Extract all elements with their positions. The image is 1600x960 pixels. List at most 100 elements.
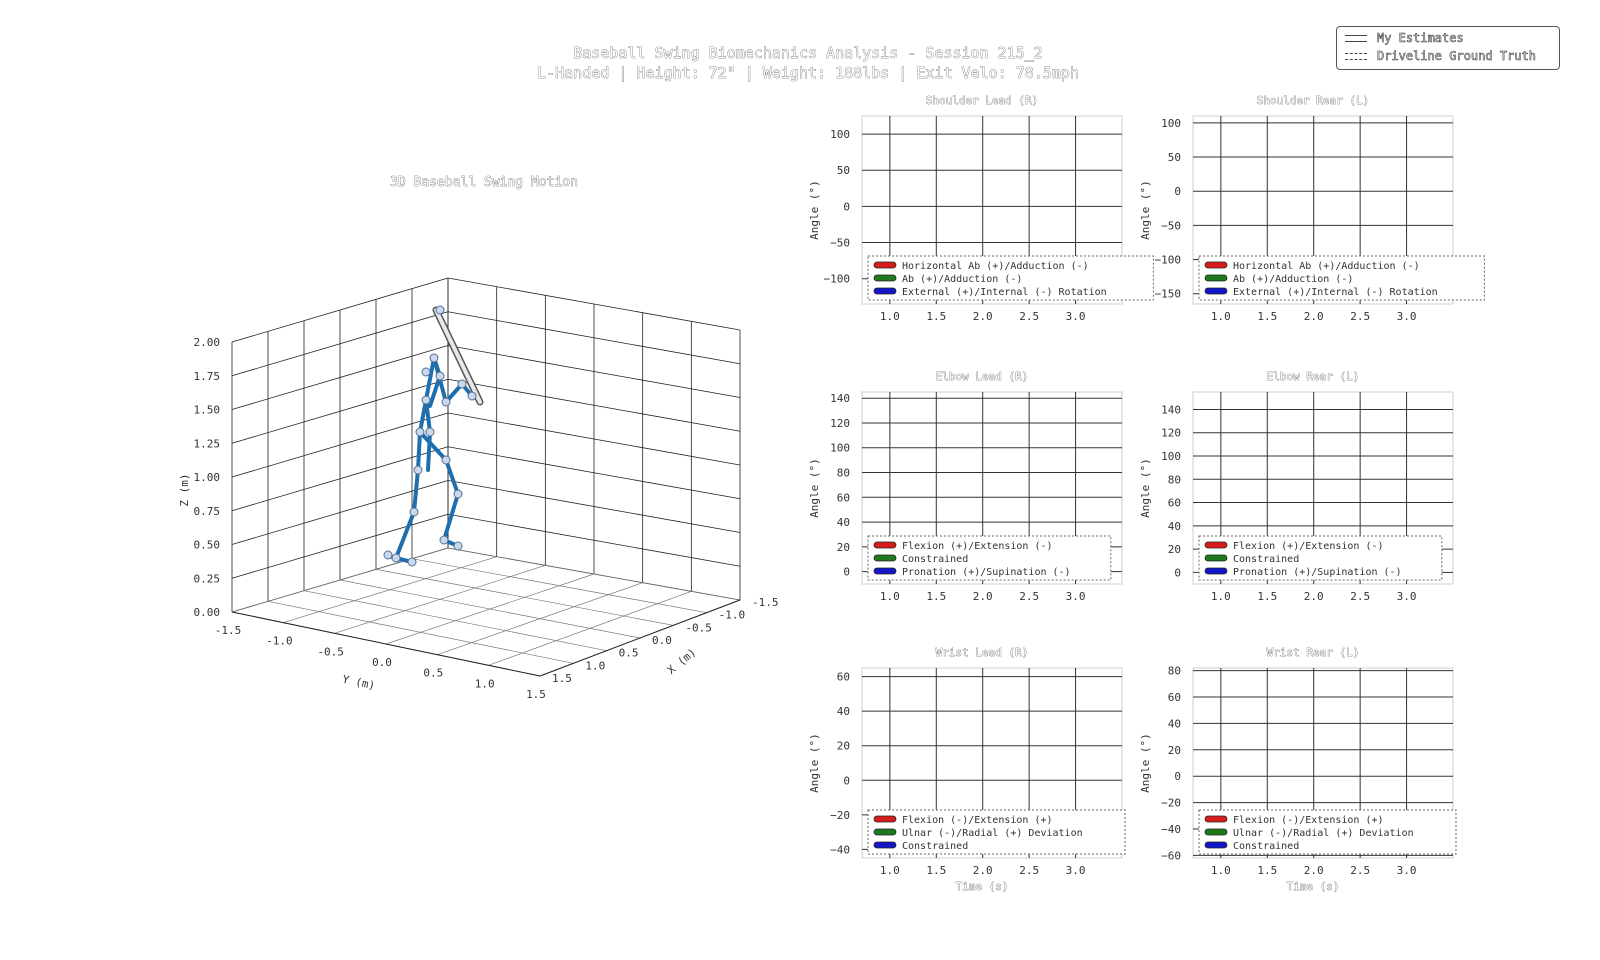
z-tick-label: 0.50 xyxy=(194,539,221,552)
x-tick-label: 2.5 xyxy=(1350,310,1370,323)
z-tick-label: 1.75 xyxy=(194,370,221,383)
x-tick-label: 3.0 xyxy=(1066,864,1086,877)
skeleton-bone xyxy=(428,374,442,408)
y-tick-label: 0 xyxy=(1174,770,1181,783)
grid-line xyxy=(339,579,641,639)
y-tick-label: 40 xyxy=(837,516,850,529)
legend-entry-estimates: My Estimates xyxy=(1345,31,1464,45)
panel-title: Elbow Lead (R) xyxy=(936,370,1029,383)
panel-title: Shoulder Lead (R) xyxy=(926,94,1039,107)
axis-line xyxy=(231,611,541,677)
y-tick-label: 80 xyxy=(837,467,850,480)
y-tick-label: −50 xyxy=(830,237,850,250)
y-tick-label: 0 xyxy=(843,200,850,213)
y-tick-label: 1.0 xyxy=(475,677,495,690)
x-tick-label: 2.0 xyxy=(1304,590,1324,603)
grid-line xyxy=(488,591,692,666)
legend-swatch xyxy=(873,287,897,295)
panel-legend: Horizontal Ab (+)/Adduction (-) Ab (+)/Ad… xyxy=(1198,255,1485,301)
skeleton-joint xyxy=(409,507,419,517)
legend-swatch xyxy=(1204,274,1228,282)
x-tick-label: 0.5 xyxy=(619,647,639,660)
legend-frame xyxy=(867,809,1126,855)
y-tick-label: 0 xyxy=(1174,566,1181,579)
y-tick-label: 80 xyxy=(1168,473,1181,486)
angle-panel-wrist_lead: 1.0 1.5 2.0 2.5 3.0 −40 −20 0 20 40 60 Wrist Lead (… xyxy=(808,646,1126,893)
grid-line xyxy=(437,582,643,655)
figure-title-line2: L-Handed | Height: 72" | Weight: 188lbs … xyxy=(537,64,1079,82)
x-tick-label: 1.5 xyxy=(1257,864,1277,877)
y-axis-label: Angle (°) xyxy=(1139,180,1152,240)
x-tick-label: 1.0 xyxy=(880,864,900,877)
legend-label: Horizontal Ab (+)/Adduction (-) xyxy=(1233,261,1420,272)
panel-title: Shoulder Rear (L) xyxy=(1257,94,1370,107)
skeleton-joint xyxy=(421,367,431,377)
x-tick-label: 3.0 xyxy=(1397,310,1417,323)
legend-swatch xyxy=(873,828,897,836)
skeleton-joint xyxy=(425,427,435,437)
angle-panel-shoulder_lead: 1.0 1.5 2.0 2.5 3.0 −100 −50 0 50 100 Shoulder Lea… xyxy=(808,94,1154,323)
angle-panel-shoulder_rear: 1.0 1.5 2.0 2.5 3.0 −150 −100 −50 0 50 100 Shoulder… xyxy=(1139,94,1485,323)
legend-swatch xyxy=(1204,287,1228,295)
legend-swatch xyxy=(873,541,897,549)
y-tick-label: −100 xyxy=(824,273,851,286)
x-tick-label: 3.0 xyxy=(1066,310,1086,323)
y-tick-label: 20 xyxy=(837,541,850,554)
y-tick-label: 100 xyxy=(830,128,850,141)
y-axis-label: Y (m) xyxy=(341,673,376,693)
x-tick-label: 1.0 xyxy=(1211,864,1231,877)
x-tick-label: 2.0 xyxy=(973,590,993,603)
grid-line xyxy=(447,547,741,601)
skeleton-bone xyxy=(416,430,422,472)
grid-line xyxy=(231,412,449,478)
legend-label: External (+)/Internal (-) Rotation xyxy=(902,287,1107,298)
y-tick-label: 140 xyxy=(1161,403,1181,416)
z-tick-label: 1.00 xyxy=(194,471,221,484)
y-tick-label: −60 xyxy=(1161,849,1181,862)
swing-3d-plot: 0.00 0.25 0.50 0.75 1.00 1.25 1.50 1.75 2.00 -1.5… xyxy=(178,175,779,701)
x-tick-label: 1.0 xyxy=(585,659,605,672)
y-tick-label: 120 xyxy=(830,417,850,430)
y-tick-label: 40 xyxy=(1168,520,1181,533)
x-tick-label: -1.0 xyxy=(719,609,746,622)
legend-swatch xyxy=(1204,541,1228,549)
grid-line xyxy=(231,446,449,512)
joint-angle-panels: 1.0 1.5 2.0 2.5 3.0 −100 −50 0 50 100 Shoulder Lea… xyxy=(808,94,1485,893)
z-tick-label: 1.50 xyxy=(194,404,221,417)
legend-swatch xyxy=(873,841,897,849)
angle-panel-elbow_rear: 1.0 1.5 2.0 2.5 3.0 0 20 40 60 80 100 120 140 Elbow R… xyxy=(1139,370,1454,603)
y-tick-label: 60 xyxy=(837,491,850,504)
legend-label: Ab (+)/Adduction (-) xyxy=(902,274,1022,285)
bat-highlight xyxy=(434,308,482,404)
y-axis-label: Angle (°) xyxy=(808,733,821,793)
skeleton-bone xyxy=(442,492,460,542)
legend-frame xyxy=(867,535,1112,581)
x-tick-label: 1.5 xyxy=(1257,590,1277,603)
panel-legend: Flexion (-)/Extension (+) Ulnar (-)/Radia… xyxy=(1198,809,1457,855)
x-tick-label: 1.0 xyxy=(1211,310,1231,323)
panel-legend: Flexion (+)/Extension (-) Constrained Pron… xyxy=(867,535,1112,581)
legend-swatch xyxy=(1204,261,1228,269)
x-tick-label: 2.5 xyxy=(1019,864,1039,877)
skeleton-joint xyxy=(441,397,451,407)
legend-swatch xyxy=(873,274,897,282)
grid-line xyxy=(231,277,449,343)
y-tick-label: 120 xyxy=(1161,427,1181,440)
x-tick-label: 1.5 xyxy=(1257,310,1277,323)
x-tick-label: 1.0 xyxy=(1211,590,1231,603)
x-tick-label: 3.0 xyxy=(1397,590,1417,603)
y-tick-label: -1.0 xyxy=(266,635,293,648)
grid-line xyxy=(231,513,449,579)
y-tick-label: 100 xyxy=(1161,450,1181,463)
z-tick-label: 0.00 xyxy=(194,606,221,619)
skeleton-bone xyxy=(394,510,416,560)
x-tick-label: 1.0 xyxy=(880,310,900,323)
figure-legend: My Estimates Driveline Ground Truth xyxy=(1336,26,1560,70)
skeleton-joint xyxy=(421,395,431,405)
y-tick-label: −50 xyxy=(1161,219,1181,232)
y-axis-label: Angle (°) xyxy=(808,458,821,518)
skeleton-joint xyxy=(415,427,425,437)
legend-frame xyxy=(1198,809,1457,855)
x-tick-label: 3.0 xyxy=(1397,864,1417,877)
y-tick-label: −20 xyxy=(1161,797,1181,810)
